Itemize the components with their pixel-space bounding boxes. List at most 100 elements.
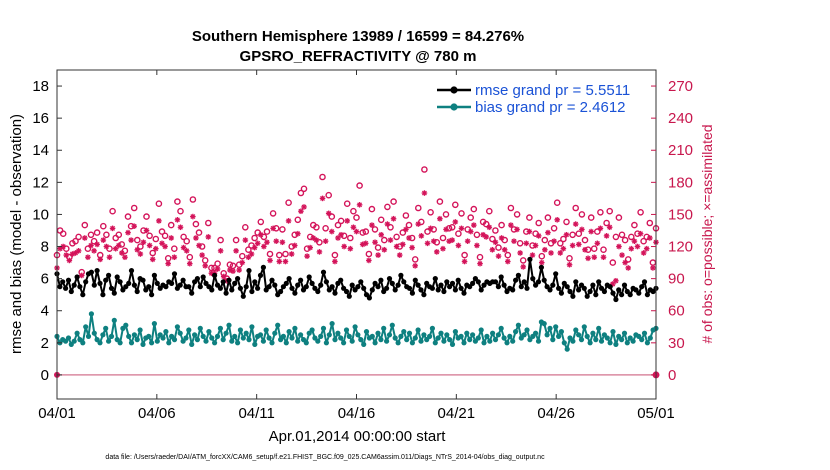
rmse-point bbox=[146, 284, 152, 290]
bias-point bbox=[320, 325, 327, 331]
bias-point bbox=[289, 335, 295, 341]
obs-possible-point bbox=[541, 236, 549, 244]
bias-point bbox=[573, 327, 579, 333]
obs-assimilated-point bbox=[319, 195, 326, 202]
obs-possible-point bbox=[526, 214, 533, 221]
obs-assimilated-point bbox=[304, 253, 310, 259]
obs-assimilated-point bbox=[551, 238, 557, 244]
rmse-point bbox=[80, 292, 86, 298]
rmse-point bbox=[177, 282, 183, 288]
obs-assimilated-point bbox=[535, 233, 542, 239]
obs-assimilated-point bbox=[202, 262, 209, 269]
obs-possible-point bbox=[158, 228, 166, 235]
obs-assimilated-point bbox=[517, 250, 523, 256]
obs-assimilated-point bbox=[341, 243, 347, 250]
bias-point bbox=[406, 330, 413, 336]
obs-assimilated-point bbox=[390, 215, 397, 222]
bias-point bbox=[507, 333, 513, 339]
rmse-point bbox=[636, 290, 642, 296]
bias-point bbox=[97, 340, 103, 346]
rmse-point bbox=[257, 272, 264, 278]
bias-point bbox=[149, 340, 155, 346]
bias-point bbox=[395, 340, 401, 346]
rmse-point bbox=[94, 268, 100, 274]
rmse-point bbox=[309, 280, 315, 286]
rmse-point bbox=[229, 287, 235, 293]
bias-point bbox=[126, 333, 132, 339]
rmse-point bbox=[235, 276, 241, 282]
obs-assimilated-point bbox=[288, 251, 295, 257]
rmse-point bbox=[220, 279, 226, 285]
rmse-point bbox=[249, 288, 255, 295]
obs-assimilated-point bbox=[88, 242, 94, 249]
bias-point bbox=[587, 340, 593, 346]
rmse-point bbox=[461, 290, 467, 296]
rmse-point bbox=[318, 282, 324, 288]
bias-point bbox=[590, 330, 596, 336]
bias-point bbox=[541, 321, 547, 327]
bias-point bbox=[544, 332, 550, 338]
bias-point bbox=[212, 340, 218, 346]
obs-possible-point bbox=[269, 210, 277, 217]
obs-possible-point bbox=[130, 204, 138, 212]
obs-assimilated-point bbox=[495, 253, 502, 259]
rmse-point bbox=[449, 280, 456, 286]
bias-point bbox=[372, 340, 378, 346]
obs-assimilated-point bbox=[523, 240, 530, 247]
rmse-point bbox=[389, 280, 395, 286]
rmse-point bbox=[298, 277, 304, 283]
bias-point bbox=[578, 337, 585, 343]
obs-assimilated-point bbox=[85, 254, 91, 261]
obs-assimilated-point bbox=[328, 228, 335, 235]
bias-point bbox=[232, 333, 238, 339]
chart-title-line2: GPSRO_REFRACTIVITY @ 780 m bbox=[240, 48, 477, 65]
obs-possible-point bbox=[75, 233, 82, 241]
obs-assimilated-point bbox=[433, 249, 440, 255]
rmse-point bbox=[283, 280, 289, 286]
y-right-tick-label: 210 bbox=[668, 142, 693, 159]
obs-assimilated-point bbox=[554, 216, 560, 223]
obs-assimilated-point bbox=[471, 222, 477, 228]
bias-point bbox=[257, 332, 264, 338]
rmse-point bbox=[361, 285, 367, 291]
obs-assimilated-point bbox=[245, 254, 252, 261]
obs-assimilated-point bbox=[273, 238, 280, 244]
obs-assimilated-point bbox=[171, 254, 178, 261]
y-right-tick-label: 60 bbox=[668, 303, 685, 320]
obs-assimilated-point bbox=[538, 259, 545, 266]
rmse-point bbox=[71, 282, 77, 288]
obs-possible-point bbox=[640, 237, 647, 245]
obs-possible-point bbox=[411, 256, 419, 263]
obs-possible-point bbox=[137, 243, 144, 250]
obs-possible-point bbox=[507, 204, 515, 212]
obs-assimilated-point bbox=[109, 225, 116, 232]
bias-point bbox=[412, 335, 418, 341]
bias-point bbox=[209, 335, 215, 341]
obs-possible-point bbox=[631, 221, 638, 229]
obs-possible-point bbox=[380, 236, 388, 244]
obs-assimilated-point bbox=[613, 277, 619, 284]
obs-assimilated-point bbox=[508, 222, 514, 228]
obs-assimilated-point bbox=[103, 243, 110, 250]
bias-point bbox=[249, 324, 255, 330]
obs-assimilated-point bbox=[427, 225, 434, 232]
bias-point bbox=[621, 330, 628, 336]
rmse-point bbox=[171, 271, 178, 277]
bias-point bbox=[490, 330, 496, 336]
bias-point bbox=[641, 330, 648, 336]
bias-point bbox=[192, 332, 198, 338]
obs-possible-point bbox=[628, 233, 635, 241]
rmse-point bbox=[601, 288, 608, 295]
obs-possible-point bbox=[365, 250, 373, 258]
obs-assimilated-point bbox=[393, 243, 400, 250]
obs-possible-point bbox=[470, 205, 478, 213]
rmse-point bbox=[217, 285, 223, 291]
bias-point bbox=[88, 311, 94, 317]
plot-area-background bbox=[57, 70, 656, 399]
obs-assimilated-point bbox=[616, 243, 622, 250]
bias-point bbox=[74, 330, 80, 336]
series-layer bbox=[54, 256, 659, 352]
obs-possible-point bbox=[359, 229, 367, 236]
bias-point bbox=[83, 324, 89, 330]
rmse-point bbox=[501, 282, 507, 288]
